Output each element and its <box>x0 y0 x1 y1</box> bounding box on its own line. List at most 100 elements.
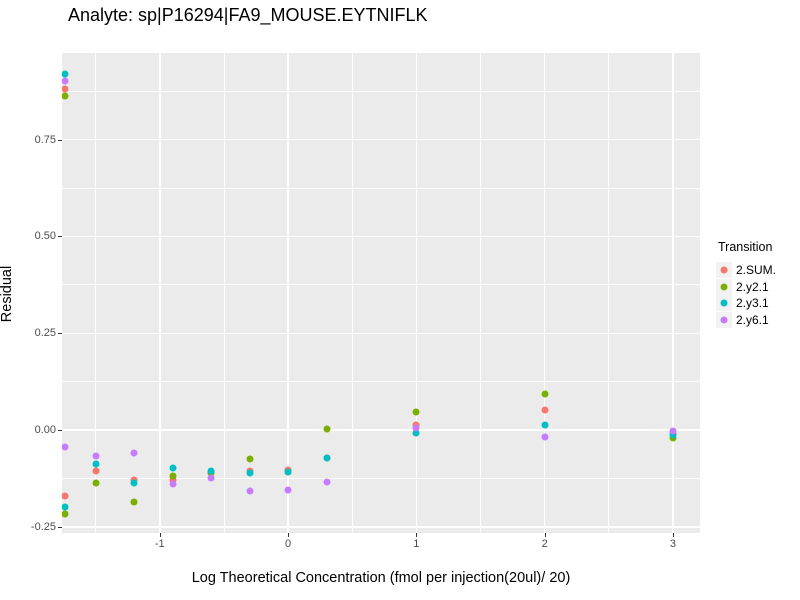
x-axis-title: Log Theoretical Concentration (fmol per … <box>191 570 571 586</box>
data-point <box>62 92 69 100</box>
data-point <box>284 468 292 476</box>
legend: Transition 2.SUM. 2.y2.1 2.y3.1 2.y6.1 <box>716 240 776 328</box>
x-tick-label: 2 <box>541 538 548 550</box>
data-point <box>246 455 254 463</box>
y-major-gridline <box>62 526 700 528</box>
data-point <box>62 492 69 500</box>
data-point <box>92 460 100 468</box>
data-point <box>62 85 69 93</box>
x-minor-gridline <box>351 53 353 533</box>
y-minor-gridline <box>62 284 700 286</box>
y-tick-label: 0.75 <box>34 133 56 146</box>
legend-item-2y31: 2.y3.1 <box>716 295 776 312</box>
x-axis-tick <box>288 533 290 537</box>
data-point <box>62 510 69 518</box>
y-axis-title: Residual <box>0 265 15 323</box>
y-minor-gridline <box>62 187 700 189</box>
data-point <box>541 433 549 441</box>
legend-item-2sum: 2.SUM. <box>716 262 776 279</box>
plot-panel <box>62 53 700 533</box>
data-point <box>169 472 177 480</box>
x-minor-gridline <box>223 53 225 533</box>
data-point <box>669 431 677 439</box>
x-tick-label: -1 <box>154 538 165 550</box>
x-axis-tick <box>544 533 546 537</box>
data-point <box>169 464 177 472</box>
x-axis-tick <box>159 533 161 537</box>
data-point <box>92 452 100 460</box>
data-point <box>669 427 677 435</box>
x-axis-tick <box>672 533 674 537</box>
legend-dot-icon <box>720 299 728 307</box>
y-tick-label: 0.25 <box>34 327 56 340</box>
legend-item-label: 2.y6.1 <box>736 312 769 327</box>
legend-item-label: 2.y2.1 <box>736 279 769 294</box>
data-point <box>169 480 177 488</box>
legend-item-2y61: 2.y6.1 <box>716 311 776 329</box>
legend-item-label: 2.y3.1 <box>736 296 769 311</box>
data-point <box>92 467 100 475</box>
legend-dot-icon <box>720 316 728 324</box>
legend-title: Transition <box>718 240 773 254</box>
y-minor-gridline <box>62 90 700 92</box>
data-point <box>284 486 292 494</box>
y-major-gridline <box>62 235 700 238</box>
data-point <box>62 70 69 78</box>
data-point <box>541 390 549 398</box>
x-major-gridline <box>543 53 546 533</box>
y-major-gridline <box>62 429 700 431</box>
y-axis-tick <box>58 526 62 528</box>
data-point <box>62 503 69 511</box>
y-tick-label: -0.25 <box>30 520 56 533</box>
data-point <box>541 421 549 429</box>
x-tick-label: 0 <box>284 538 292 550</box>
data-point <box>412 424 420 432</box>
data-point <box>323 478 331 486</box>
x-tick-label: 3 <box>669 538 676 550</box>
data-point <box>62 77 69 85</box>
data-point <box>412 429 420 437</box>
legend-key-box <box>716 262 732 279</box>
legend-dot-icon <box>720 266 728 274</box>
data-point <box>323 425 331 433</box>
legend-key-box <box>716 295 732 312</box>
data-point <box>130 449 138 457</box>
data-point <box>92 479 100 487</box>
y-minor-gridline <box>62 478 700 479</box>
data-point <box>541 406 549 414</box>
x-major-gridline <box>287 53 289 533</box>
x-minor-gridline <box>480 53 481 533</box>
y-axis-tick <box>58 430 62 432</box>
x-tick-label: 1 <box>413 538 420 550</box>
y-axis-tick <box>58 333 62 335</box>
y-major-gridline <box>62 332 700 334</box>
x-major-gridline <box>415 53 418 533</box>
chart-title: Analyte: sp|P16294|FA9_MOUSE.EYTNIFLK <box>68 5 428 25</box>
legend-key-box <box>716 278 732 295</box>
x-axis-tick <box>416 533 418 537</box>
data-point <box>130 479 138 487</box>
y-axis-tick <box>58 236 62 238</box>
legend-dot-icon <box>720 283 728 291</box>
data-point <box>246 469 254 477</box>
data-point <box>207 474 215 482</box>
data-point <box>412 408 420 416</box>
x-minor-gridline <box>608 53 610 533</box>
legend-item-2y21: 2.y2.1 <box>716 278 776 296</box>
data-point <box>323 454 331 462</box>
y-minor-gridline <box>62 381 700 383</box>
x-major-gridline <box>159 53 161 533</box>
data-point <box>62 443 69 451</box>
y-axis-tick <box>58 139 62 141</box>
data-point <box>130 498 138 506</box>
y-major-gridline <box>62 138 700 141</box>
y-tick-label: 0.00 <box>34 424 56 437</box>
legend-item-label: 2.SUM. <box>736 263 777 278</box>
data-point <box>246 487 254 495</box>
legend-key-box <box>716 311 732 328</box>
y-tick-label: 0.50 <box>34 230 56 243</box>
x-minor-gridline <box>95 53 96 533</box>
data-point <box>207 467 215 475</box>
x-major-gridline <box>672 53 674 533</box>
